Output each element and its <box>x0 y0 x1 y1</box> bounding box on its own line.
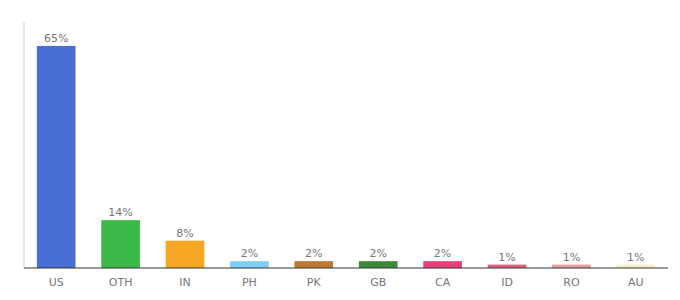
x-axis-line <box>24 268 668 269</box>
data-label: 1% <box>627 251 644 264</box>
chart-container: 65% 14% 8% 2% 2% 2% 2% 1% 1% 1% US OTH IN PH PK GB CA ID R… <box>0 0 680 300</box>
x-tick-label: CA <box>435 276 451 289</box>
chart: 65% 14% 8% 2% 2% 2% 2% 1% 1% 1% US OTH IN PH PK GB CA ID R… <box>0 0 680 300</box>
x-tick-label: US <box>49 276 64 289</box>
bar <box>166 241 205 268</box>
data-label: 2% <box>305 247 322 260</box>
x-tick-label: PH <box>242 276 257 289</box>
x-tick-label: ID <box>501 276 513 289</box>
data-label: 2% <box>434 247 451 260</box>
x-tick-label: GB <box>370 276 386 289</box>
bar <box>230 261 269 268</box>
bar <box>423 261 462 268</box>
bars <box>37 46 655 268</box>
data-label: 2% <box>369 247 386 260</box>
data-label: 1% <box>498 251 515 264</box>
data-label: 14% <box>108 206 132 219</box>
x-tick-label: IN <box>179 276 190 289</box>
x-tick-label: RO <box>563 276 580 289</box>
x-tick-label: PK <box>307 276 322 289</box>
bar <box>37 46 76 268</box>
bar <box>294 261 333 268</box>
data-label: 2% <box>241 247 258 260</box>
data-label: 65% <box>44 32 68 45</box>
bar <box>552 265 591 268</box>
bar <box>101 220 140 268</box>
x-tick-label: AU <box>628 276 644 289</box>
bar <box>616 265 655 268</box>
bar <box>359 261 398 268</box>
data-label: 8% <box>176 227 193 240</box>
x-tick-label: OTH <box>109 276 133 289</box>
bar <box>488 265 527 268</box>
y-axis-line <box>24 22 25 268</box>
data-label: 1% <box>563 251 580 264</box>
